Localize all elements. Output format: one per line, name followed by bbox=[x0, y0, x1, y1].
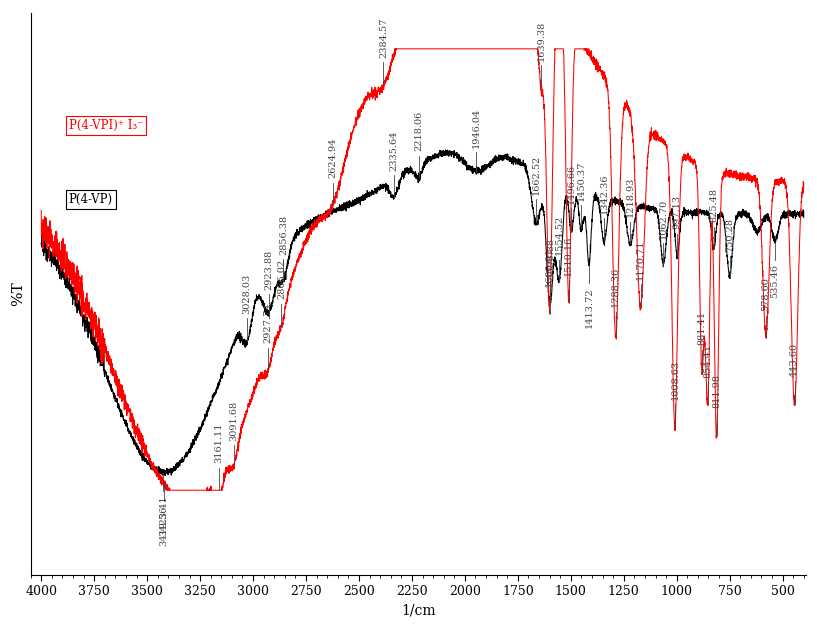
Text: 2384.57: 2384.57 bbox=[379, 17, 388, 58]
Text: 2624.94: 2624.94 bbox=[328, 138, 337, 178]
Text: 1600.01: 1600.01 bbox=[545, 247, 554, 287]
Text: 1450.37: 1450.37 bbox=[577, 160, 586, 201]
Text: 2856.38: 2856.38 bbox=[279, 214, 288, 255]
Text: 2335.64: 2335.64 bbox=[389, 131, 398, 171]
Text: 1008.63: 1008.63 bbox=[671, 359, 680, 399]
Text: 1496.66: 1496.66 bbox=[567, 164, 576, 204]
Text: P(4-VP): P(4-VP) bbox=[69, 192, 113, 206]
Text: 3161.11: 3161.11 bbox=[214, 423, 223, 464]
Y-axis label: %T: %T bbox=[11, 282, 25, 306]
Text: 1662.52: 1662.52 bbox=[532, 155, 541, 195]
Text: 811.98: 811.98 bbox=[712, 374, 721, 408]
Text: 1510.16: 1510.16 bbox=[564, 236, 574, 276]
Text: 3028.03: 3028.03 bbox=[243, 274, 252, 314]
Text: 854.41: 854.41 bbox=[703, 343, 712, 378]
Text: 2927.74: 2927.74 bbox=[264, 303, 273, 343]
Text: 3419.56: 3419.56 bbox=[159, 506, 168, 546]
Text: 1598.88: 1598.88 bbox=[545, 237, 555, 277]
Text: 2866.02: 2866.02 bbox=[277, 259, 286, 299]
Text: 1288.36: 1288.36 bbox=[611, 267, 620, 307]
Text: 1062.70: 1062.70 bbox=[659, 199, 668, 239]
Text: 825.48: 825.48 bbox=[709, 188, 718, 222]
Text: 881.41: 881.41 bbox=[697, 311, 707, 345]
Text: 3091.68: 3091.68 bbox=[229, 401, 238, 441]
Text: 443.60: 443.60 bbox=[790, 343, 799, 377]
Text: P(4-VPI)⁺ I₃⁻: P(4-VPI)⁺ I₃⁻ bbox=[69, 119, 143, 132]
Text: 750.28: 750.28 bbox=[725, 218, 734, 252]
Text: 2218.06: 2218.06 bbox=[414, 111, 423, 151]
Text: 3423.41: 3423.41 bbox=[158, 496, 167, 536]
Text: 1639.38: 1639.38 bbox=[537, 21, 546, 61]
Text: 1218.93: 1218.93 bbox=[626, 177, 635, 217]
X-axis label: 1/cm: 1/cm bbox=[401, 604, 435, 618]
Text: 1342.36: 1342.36 bbox=[600, 173, 609, 214]
Text: 1554.52: 1554.52 bbox=[555, 215, 564, 255]
Text: 1170.71: 1170.71 bbox=[636, 240, 645, 280]
Text: 578.60: 578.60 bbox=[761, 277, 770, 311]
Text: 1413.72: 1413.72 bbox=[584, 288, 594, 328]
Text: 2923.88: 2923.88 bbox=[265, 250, 274, 290]
Text: 535.46: 535.46 bbox=[770, 264, 779, 299]
Text: 997.13: 997.13 bbox=[672, 196, 682, 230]
Text: 1946.04: 1946.04 bbox=[471, 108, 481, 148]
